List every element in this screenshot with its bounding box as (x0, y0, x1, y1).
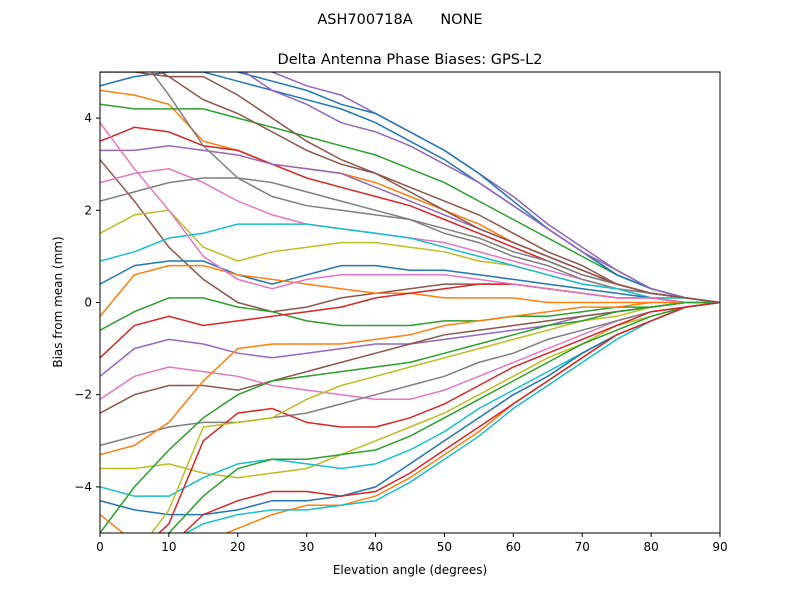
y-tick-label: −4 (74, 480, 92, 494)
series-line-3 (100, 103, 720, 304)
series-line-31 (235, 72, 720, 304)
series-line-30 (184, 301, 720, 533)
y-tick-label: 0 (84, 296, 92, 310)
series-line-35 (243, 72, 720, 304)
y-axis-label: Bias from mean (mm) (51, 236, 65, 367)
series-lines (100, 72, 720, 533)
series-line-27 (100, 122, 720, 304)
series-line-10 (100, 223, 720, 304)
x-tick-label: 50 (437, 540, 452, 554)
y-tick-label: 4 (84, 111, 92, 125)
series-line-33 (100, 301, 720, 533)
y-axis: −4 −2 0 2 4 (74, 111, 100, 494)
x-tick-label: 90 (712, 540, 727, 554)
x-tick-label: 80 (643, 540, 658, 554)
y-tick-label: 2 (84, 203, 92, 217)
x-tick-label: 10 (161, 540, 176, 554)
series-line-11 (100, 260, 720, 304)
series-line-36 (100, 72, 720, 304)
x-axis: 0 10 20 30 40 50 60 70 80 90 (96, 533, 728, 554)
y-tick-label: −2 (74, 388, 92, 402)
series-line-23 (167, 301, 720, 533)
x-tick-label: 30 (299, 540, 314, 554)
series-line-16 (100, 301, 720, 414)
series-line-18 (100, 301, 720, 447)
series-line-34 (182, 301, 720, 533)
x-tick-label: 20 (230, 540, 245, 554)
chart-suptitle: ASH700718A NONE (317, 12, 482, 28)
x-tick-label: 40 (368, 540, 383, 554)
series-line-32 (100, 301, 720, 456)
chart-title: Delta Antenna Phase Biases: GPS-L2 (278, 52, 543, 68)
x-axis-label: Elevation angle (degrees) (333, 563, 487, 577)
series-line-29 (150, 301, 720, 533)
x-tick-label: 60 (506, 540, 521, 554)
x-tick-label: 70 (575, 540, 590, 554)
series-line-24 (157, 301, 720, 533)
series-line-26 (158, 72, 720, 304)
x-tick-label: 0 (96, 540, 104, 554)
